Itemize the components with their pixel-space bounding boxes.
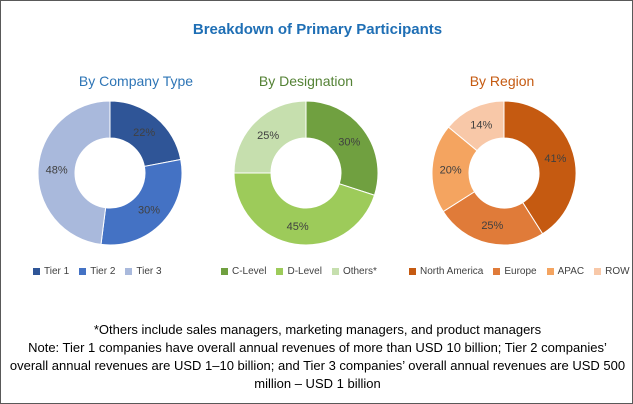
slice-value-label-c-level: 30% bbox=[338, 137, 360, 149]
slice-tier-2 bbox=[100, 158, 183, 246]
legend-label: Tier 2 bbox=[90, 265, 116, 277]
legend-label: Tier 3 bbox=[136, 265, 162, 277]
company-type-legend: Tier 1 Tier 2 Tier 3 bbox=[33, 264, 162, 278]
slice-value-label-row: 14% bbox=[470, 120, 492, 132]
legend-item-europe: Europe bbox=[493, 265, 537, 277]
legend-swatch bbox=[493, 267, 501, 275]
legend-swatch bbox=[79, 267, 87, 275]
legend-swatch bbox=[33, 267, 40, 275]
slice-c-level bbox=[305, 100, 379, 196]
legend-label: ROW bbox=[605, 265, 630, 277]
slice-tier-3 bbox=[37, 100, 111, 245]
slice-tier-1 bbox=[109, 100, 182, 168]
legend-label: APAC bbox=[557, 265, 585, 277]
region-donut: 41% 25% 20% 14% bbox=[431, 100, 577, 246]
legend-item-tier-3: Tier 3 bbox=[125, 265, 162, 277]
legend-swatch bbox=[276, 267, 284, 275]
slice-row bbox=[447, 100, 505, 152]
legend-label: C-Level bbox=[232, 265, 267, 277]
note-footnote: Note: Tier 1 companies have overall annu… bbox=[9, 340, 626, 391]
legend-swatch bbox=[125, 267, 133, 275]
legend-label: North America bbox=[420, 265, 484, 277]
slice-others bbox=[233, 100, 307, 174]
legend-item-north-america: North America bbox=[409, 266, 483, 277]
legend-label: D-Level bbox=[287, 265, 322, 277]
company-type-donut: 22% 30% 48% bbox=[37, 100, 183, 246]
others-footnote: *Others include sales managers, marketin… bbox=[93, 322, 542, 337]
legend-swatch bbox=[221, 267, 228, 275]
legend-swatch bbox=[331, 267, 339, 275]
legend-swatch bbox=[594, 267, 602, 275]
region-title: By Region bbox=[469, 73, 535, 89]
legend-label: Europe bbox=[504, 265, 537, 277]
legend-label: Tier 1 bbox=[44, 265, 70, 277]
slice-value-label-north-america: 41% bbox=[544, 153, 566, 165]
company-type-title: By Company Type bbox=[78, 73, 194, 89]
slice-north-america bbox=[503, 100, 577, 235]
slice-value-label-tier-2: 30% bbox=[138, 205, 160, 217]
legend-item-c-level: C-Level bbox=[221, 266, 266, 277]
slice-value-label-europe: 25% bbox=[481, 220, 503, 232]
slice-value-label-apac: 20% bbox=[440, 165, 462, 177]
chart-main-title: Breakdown of Primary Participants bbox=[192, 21, 443, 38]
legend-swatch bbox=[409, 267, 416, 275]
designation-donut: 30% 45% 25% bbox=[233, 100, 379, 246]
designation-title: By Designation bbox=[258, 73, 354, 89]
slice-value-label-tier-1: 22% bbox=[133, 127, 155, 139]
slice-value-label-tier-3: 48% bbox=[46, 165, 68, 177]
legend-item-row: ROW bbox=[594, 265, 630, 277]
legend-label: Others* bbox=[342, 265, 377, 277]
legend-item-others: Others* bbox=[331, 265, 377, 277]
legend-item-apac: APAC bbox=[546, 265, 585, 277]
region-legend: North America Europe APAC ROW bbox=[409, 264, 630, 278]
slice-d-level bbox=[233, 172, 376, 246]
legend-item-d-level: D-Level bbox=[276, 265, 322, 277]
legend-swatch bbox=[546, 267, 554, 275]
slice-value-label-others: 25% bbox=[257, 130, 279, 142]
legend-item-tier-1: Tier 1 bbox=[33, 266, 69, 277]
legend-item-tier-2: Tier 2 bbox=[79, 266, 115, 277]
designation-legend: C-Level D-Level Others* bbox=[221, 264, 377, 278]
slice-value-label-d-level: 45% bbox=[287, 221, 309, 233]
